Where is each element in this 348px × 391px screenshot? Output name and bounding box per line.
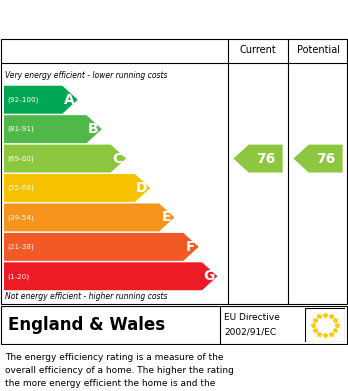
Text: Potential: Potential [296,45,340,55]
Text: D: D [136,181,148,195]
Polygon shape [4,86,78,114]
Text: (1-20): (1-20) [7,273,29,280]
Polygon shape [4,174,150,202]
Polygon shape [293,145,342,172]
Polygon shape [4,203,174,231]
Polygon shape [4,233,199,261]
Text: Very energy efficient - lower running costs: Very energy efficient - lower running co… [5,71,167,80]
Text: (39-54): (39-54) [7,214,34,221]
Text: F: F [185,240,195,254]
Text: The energy efficiency rating is a measure of the
overall efficiency of a home. T: The energy efficiency rating is a measur… [5,353,234,391]
Polygon shape [4,262,218,290]
Text: (21-38): (21-38) [7,244,34,250]
Polygon shape [4,115,102,143]
Text: (81-91): (81-91) [7,126,34,133]
Polygon shape [4,145,126,172]
Text: Energy Efficiency Rating: Energy Efficiency Rating [8,10,237,28]
Text: EU Directive: EU Directive [224,314,280,323]
Text: England & Wales: England & Wales [8,316,165,334]
Text: Current: Current [240,45,276,55]
Text: 76: 76 [316,152,335,165]
Text: A: A [64,93,74,107]
Polygon shape [234,145,283,172]
Text: E: E [161,210,171,224]
Text: 76: 76 [256,152,275,165]
Text: C: C [112,152,123,165]
Text: (92-100): (92-100) [7,97,38,103]
Text: G: G [203,269,215,283]
Text: B: B [88,122,99,136]
Text: (55-68): (55-68) [7,185,34,191]
Text: 2002/91/EC: 2002/91/EC [224,328,276,337]
Text: Not energy efficient - higher running costs: Not energy efficient - higher running co… [5,292,167,301]
Text: (69-80): (69-80) [7,155,34,162]
